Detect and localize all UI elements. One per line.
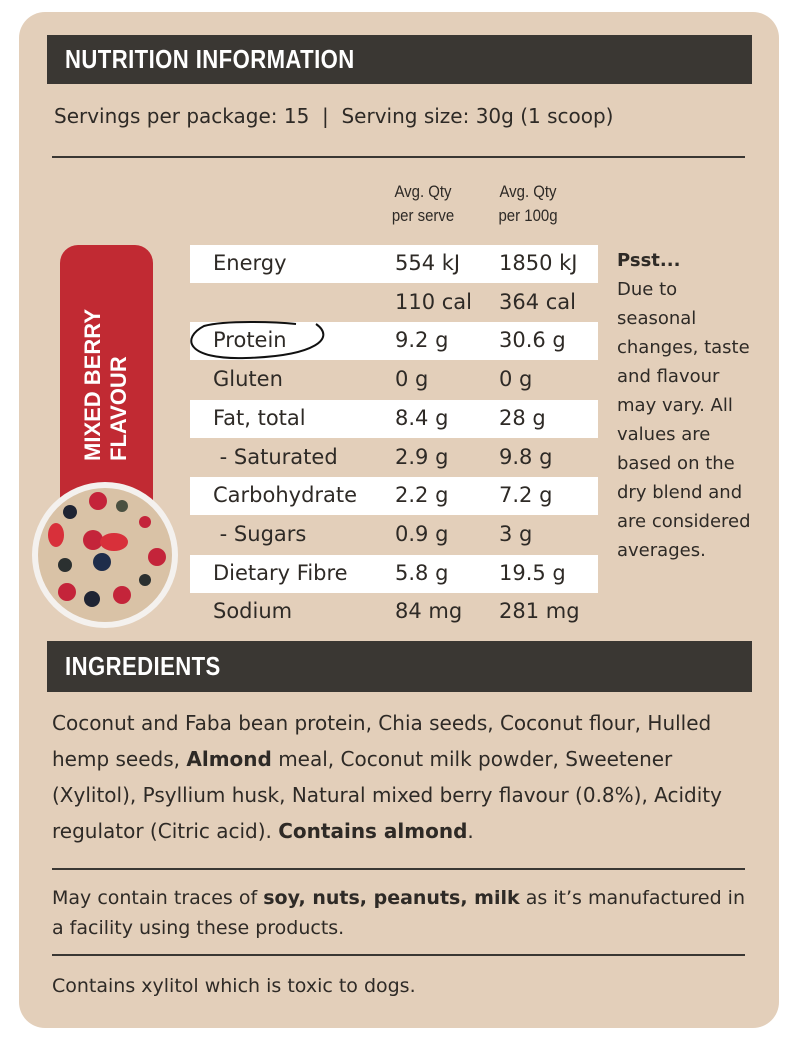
cell-per100: 28 g — [499, 405, 546, 430]
col-header-100g: Avg. Qty per 100g — [498, 182, 558, 225]
cell-per100: 30.6 g — [499, 328, 566, 353]
cell-label: Sodium — [213, 599, 293, 624]
cell-serve: 0.9 g — [395, 521, 449, 546]
protein-circle-annotation — [190, 321, 325, 360]
cell-serve: 110 cal — [395, 289, 473, 314]
nutrition-row: Carbohydrate 2.2 g 7.2 g — [190, 477, 598, 516]
cell-serve: 2.9 g — [395, 444, 449, 469]
nutrition-row: Fat, total 8.4 g 28 g — [190, 399, 598, 438]
cell-per100: 281 mg — [499, 599, 580, 624]
cell-per100: 19.5 g — [499, 560, 566, 585]
cell-label: - Saturated — [213, 444, 338, 469]
cell-label: Fat, total — [213, 405, 306, 430]
cell-label: Gluten — [213, 367, 283, 392]
flavour-label: MIXED BERRY FLAVOUR — [80, 309, 131, 461]
cell-per100: 364 cal — [499, 289, 577, 314]
psst-note: Psst... Due to seasonal changes, taste an… — [617, 246, 762, 565]
cell-serve: 554 kJ — [395, 251, 461, 275]
servings-info: Servings per package: 15 | Serving size:… — [54, 104, 614, 128]
ingredients-header: INGREDIENTS — [47, 641, 752, 692]
nutrition-row: 110 cal 364 cal — [190, 284, 598, 322]
nutrition-row: Dietary Fibre 5.8 g 19.5 g — [190, 554, 598, 593]
divider — [52, 954, 745, 956]
cell-serve: 2.2 g — [395, 483, 449, 508]
cell-label: Dietary Fibre — [213, 560, 348, 585]
cell-per100: 1850 kJ — [499, 251, 578, 275]
nutrition-row: Protein 9.2 g 30.6 g — [190, 322, 598, 361]
divider — [52, 156, 745, 158]
nutrition-row: - Saturated 2.9 g 9.8 g — [190, 439, 598, 477]
col-header-serve: Avg. Qty per serve — [391, 182, 455, 225]
cell-label: Protein — [213, 328, 287, 353]
cell-label: Energy — [213, 251, 287, 275]
nutrition-row: Sodium 84 mg 281 mg — [190, 593, 598, 631]
cell-serve: 0 g — [395, 367, 429, 392]
cell-serve: 8.4 g — [395, 405, 449, 430]
cell-label: - Sugars — [213, 521, 307, 546]
ingredients-title: INGREDIENTS — [65, 651, 221, 681]
product-bowl-image — [32, 482, 178, 628]
cell-per100: 3 g — [499, 521, 533, 546]
nutrition-row: Gluten 0 g 0 g — [190, 361, 598, 399]
xylitol-warning: Contains xylitol which is toxic to dogs. — [52, 975, 416, 997]
ingredients-text: Coconut and Faba bean protein, Chia seed… — [52, 711, 722, 843]
allergen-note: May contain traces of soy, nuts, peanuts… — [52, 887, 745, 939]
nutrition-header: NUTRITION INFORMATION — [47, 35, 752, 84]
cell-label: Carbohydrate — [213, 483, 358, 508]
cell-serve: 84 mg — [395, 599, 463, 624]
nutrition-row: Energy 554 kJ 1850 kJ — [190, 245, 598, 283]
nutrition-title: NUTRITION INFORMATION — [65, 44, 355, 74]
cell-serve: 9.2 g — [395, 328, 449, 353]
nutrition-row: - Sugars 0.9 g 3 g — [190, 516, 598, 554]
cell-per100: 0 g — [499, 367, 533, 392]
divider — [52, 868, 745, 870]
psst-title: Psst... — [617, 250, 681, 271]
cell-per100: 9.8 g — [499, 444, 553, 469]
cell-per100: 7.2 g — [499, 483, 553, 508]
psst-body: Due to seasonal changes, taste and flavo… — [617, 279, 751, 561]
cell-serve: 5.8 g — [395, 560, 449, 585]
